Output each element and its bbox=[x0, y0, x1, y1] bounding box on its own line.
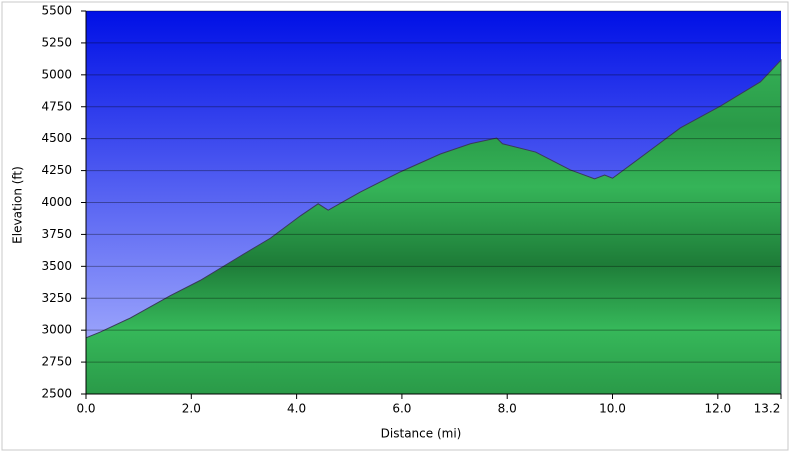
x-axis-label: Distance (mi) bbox=[381, 427, 462, 441]
x-tick-label: 12.0 bbox=[704, 402, 731, 416]
x-tick-label: 8.0 bbox=[498, 402, 517, 416]
y-tick-label: 3500 bbox=[41, 259, 72, 273]
x-tick-label: 13.2 bbox=[754, 402, 781, 416]
y-tick-label: 4500 bbox=[41, 131, 72, 145]
y-tick-label: 2750 bbox=[41, 355, 72, 369]
x-tick-label: 2.0 bbox=[182, 402, 201, 416]
x-tick-label: 0.0 bbox=[76, 402, 95, 416]
y-tick-label: 4750 bbox=[41, 99, 72, 113]
y-tick-label: 4250 bbox=[41, 163, 72, 177]
y-tick-label: 4000 bbox=[41, 195, 72, 209]
y-tick-label: 3250 bbox=[41, 291, 72, 305]
y-tick-label: 2500 bbox=[41, 387, 72, 401]
y-tick-label: 3750 bbox=[41, 227, 72, 241]
y-axis-label: Elevation (ft) bbox=[11, 166, 25, 244]
x-tick-label: 4.0 bbox=[287, 402, 306, 416]
y-tick-label: 3000 bbox=[41, 323, 72, 337]
x-tick-label: 6.0 bbox=[392, 402, 411, 416]
x-tick-label: 10.0 bbox=[599, 402, 626, 416]
y-tick-label: 5000 bbox=[41, 67, 72, 81]
y-tick-label: 5500 bbox=[41, 4, 72, 18]
y-tick-label: 5250 bbox=[41, 35, 72, 49]
elevation-area bbox=[85, 58, 782, 395]
